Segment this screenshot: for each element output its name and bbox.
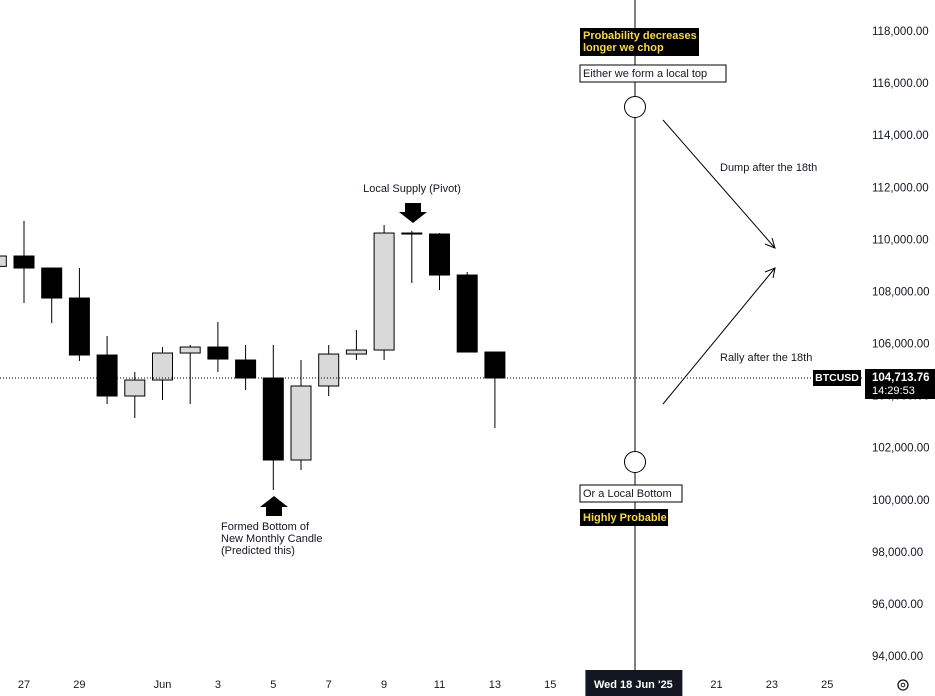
x-tick-label: 29	[73, 679, 85, 691]
symbol-label: BTCUSD	[815, 372, 859, 384]
x-highlight	[585, 670, 683, 696]
axes: 94,000.00 96,000.00 98,000.00 100,000.00 102…	[18, 26, 935, 696]
supply-arrow	[399, 203, 427, 223]
y-tick-label: 108,000.00	[872, 286, 930, 298]
candle-body	[207, 346, 229, 360]
y-tick-label: 116,000.00	[872, 78, 929, 90]
y-tick-label: 98,000.00	[872, 547, 923, 559]
annotation: Probability decreases	[583, 30, 697, 42]
symbol-box	[813, 369, 861, 386]
annotation: (Predicted this)	[221, 545, 295, 557]
y-tick-label: 94,000.00	[872, 651, 923, 663]
arrow-head	[764, 267, 776, 279]
x-tick-label: 11	[434, 679, 445, 691]
y-tick-label: 114,000.00	[872, 130, 929, 142]
annotation: Dump after the 18th	[720, 162, 817, 174]
bottom-circle	[624, 451, 646, 473]
candle-body	[345, 349, 367, 355]
arrows	[662, 119, 776, 405]
x-tick-label: 23	[766, 679, 778, 691]
settings-icon[interactable]	[897, 679, 909, 691]
annotation: New Monthly Candle	[221, 533, 323, 545]
candle-body	[13, 255, 35, 269]
y-tick-label: 110,000.00	[872, 234, 929, 246]
candle-body	[41, 267, 63, 299]
annotation: Rally after the 18th	[720, 352, 812, 364]
candle-body	[373, 232, 395, 351]
top-circle	[624, 96, 646, 118]
candle-body	[262, 377, 284, 461]
annotation: Either we form a local top	[583, 68, 707, 80]
x-tick-label: 13	[489, 679, 501, 691]
annotation: Local Supply (Pivot)	[363, 183, 461, 195]
x-tick-label: 25	[821, 679, 833, 691]
y-tick-label: 96,000.00	[872, 599, 923, 611]
x-tick-label: 7	[326, 679, 332, 691]
x-tick-label: 15	[544, 679, 556, 691]
candle-body	[152, 352, 173, 381]
y-tick-label: 106,000.00	[872, 339, 930, 351]
candle-body	[0, 255, 7, 267]
x-tick-label: 3	[215, 679, 221, 691]
plot	[0, 221, 862, 491]
x-tick-label: Jun	[154, 679, 172, 691]
candle-body	[235, 359, 257, 379]
bottom-arrow	[260, 496, 288, 516]
label-box	[579, 484, 683, 503]
candle-body	[179, 346, 201, 354]
candle-body	[484, 351, 506, 379]
x-tick-label: Wed 18 Jun '25	[594, 679, 673, 691]
candle-body	[124, 379, 146, 397]
candle-body	[290, 385, 312, 461]
dump-arrow	[662, 119, 776, 249]
label-box	[580, 509, 668, 526]
y-tick-label: 112,000.00	[872, 182, 929, 194]
x-tick-label: 9	[381, 679, 387, 691]
candle-body	[68, 297, 90, 356]
y-tick-label: 118,000.00	[872, 26, 929, 38]
x-tick-label: 5	[270, 679, 276, 691]
candle-body	[401, 232, 423, 235]
settings-icon[interactable]	[900, 682, 906, 688]
settings-icon[interactable]	[897, 679, 909, 691]
price-label: 104,713.76	[872, 372, 930, 384]
annotation: Or a Local Bottom	[583, 488, 672, 500]
x-tick-label: 27	[18, 679, 30, 691]
candle-body	[456, 274, 478, 353]
countdown-label: 14:29:53	[872, 385, 915, 397]
label-box	[580, 28, 699, 56]
annotation: longer we chop	[583, 42, 664, 54]
y-tick-label: 100,000.00	[872, 495, 930, 507]
arrow-head	[764, 237, 776, 249]
label-box	[579, 64, 727, 83]
annotation: Highly Probable	[583, 512, 667, 524]
annotation: Formed Bottom of	[221, 521, 310, 533]
y-tick-label: 102,000.00	[872, 443, 930, 455]
candle-body	[96, 354, 118, 397]
x-tick-label: 21	[710, 679, 722, 691]
candle-body	[318, 353, 340, 387]
price-box	[865, 368, 935, 399]
rally-arrow	[662, 267, 776, 405]
candle-body	[429, 233, 450, 276]
